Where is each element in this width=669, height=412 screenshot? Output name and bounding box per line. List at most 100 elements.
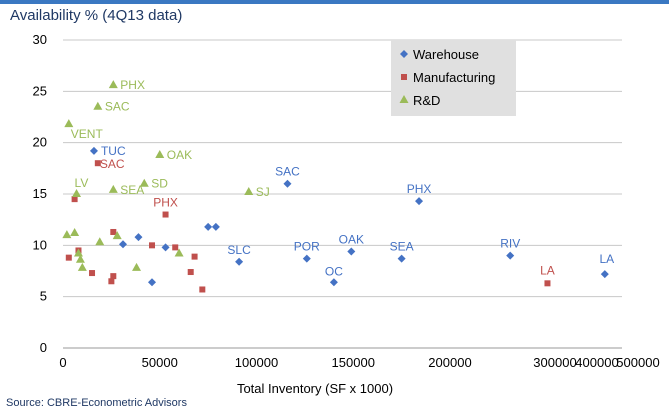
header-rule xyxy=(0,0,669,4)
warehouse-point xyxy=(89,146,98,155)
legend-manufacturing-marker xyxy=(401,74,407,80)
y-tick-label: 10 xyxy=(33,237,47,252)
manufacturing-point xyxy=(110,228,117,235)
point-labels: TUC SLC SAC POR OC OAK SEA PHX RIV LA SAC PHX LA VENT… xyxy=(71,78,614,278)
warehouse-point xyxy=(302,254,311,263)
y-tick-label: 15 xyxy=(33,186,47,201)
rnd-point xyxy=(132,262,142,271)
warehouse-point xyxy=(600,270,609,279)
point-label: SD xyxy=(151,177,168,191)
warehouse-point xyxy=(415,197,424,206)
manufacturing-point xyxy=(94,160,101,167)
manufacturing-point xyxy=(187,269,194,276)
point-label: VENT xyxy=(71,127,104,141)
x-tick-label: 500000 xyxy=(616,355,659,370)
point-label: PHX xyxy=(407,182,432,196)
manufacturing-point xyxy=(149,242,156,249)
rnd-point xyxy=(139,178,149,187)
x-tick-label: 100000 xyxy=(235,355,278,370)
legend-label: Warehouse xyxy=(413,47,479,62)
warehouse-point xyxy=(118,240,127,249)
point-label: LV xyxy=(75,176,89,190)
x-tick-label: 300000 xyxy=(533,355,576,370)
chart-title: Availability % (4Q13 data) xyxy=(10,7,183,24)
rnd-point xyxy=(95,237,105,246)
point-label: SEA xyxy=(120,183,144,197)
point-label: SEA xyxy=(390,240,414,254)
warehouse-point xyxy=(397,254,406,263)
manufacturing-point xyxy=(172,244,179,251)
point-label: RIV xyxy=(500,237,520,251)
legend-label: Manufacturing xyxy=(413,70,495,85)
y-axis-ticks: 0 5 10 15 20 25 30 xyxy=(33,32,47,355)
point-label: OAK xyxy=(339,232,364,246)
rnd-point xyxy=(75,254,85,263)
rnd-point xyxy=(64,119,74,128)
rnd-point xyxy=(62,230,72,239)
warehouse-point xyxy=(283,179,292,188)
point-label: LA xyxy=(540,263,555,277)
warehouse-point xyxy=(134,233,143,242)
warehouse-point xyxy=(235,257,244,266)
rnd-point xyxy=(108,80,118,89)
legend-label: R&D xyxy=(413,93,440,108)
warehouse-point xyxy=(506,251,515,260)
y-tick-label: 5 xyxy=(40,289,47,304)
warehouse-point xyxy=(347,247,356,256)
point-label: PHX xyxy=(120,78,145,92)
warehouse-point xyxy=(161,243,170,252)
warehouse-point xyxy=(204,222,213,231)
data-points xyxy=(62,80,609,293)
point-label: SAC xyxy=(105,100,130,114)
manufacturing-point xyxy=(191,253,198,260)
point-label: OC xyxy=(325,264,343,278)
manufacturing-point xyxy=(65,254,72,261)
legend-warehouse-marker xyxy=(400,50,408,58)
x-tick-label: 50000 xyxy=(142,355,178,370)
source-note: Source: CBRE-Econometric Advisors xyxy=(6,397,187,409)
warehouse-point xyxy=(329,278,338,287)
legend-rnd-marker xyxy=(399,95,409,103)
point-label: SJ xyxy=(256,185,270,199)
point-label: TUC xyxy=(101,144,126,158)
y-tick-label: 0 xyxy=(40,340,47,355)
legend: Warehouse Manufacturing R&D xyxy=(391,40,516,116)
x-axis-label: Total Inventory (SF x 1000) xyxy=(237,381,393,396)
point-label: POR xyxy=(294,240,320,254)
manufacturing-point xyxy=(199,286,206,293)
manufacturing-point xyxy=(110,273,117,280)
point-label: OAK xyxy=(167,148,192,162)
rnd-point xyxy=(108,184,118,193)
gridlines xyxy=(63,39,622,298)
rnd-point xyxy=(174,248,184,257)
y-tick-label: 25 xyxy=(33,83,47,98)
manufacturing-point xyxy=(108,278,115,285)
x-axis-ticks: 0 50000 100000 150000 200000 3000004000005000… xyxy=(59,355,659,370)
x-tick-label: 200000 xyxy=(428,355,471,370)
rnd-point xyxy=(93,101,103,110)
warehouse-point xyxy=(148,278,157,287)
x-tick-label: 150000 xyxy=(332,355,375,370)
rnd-point xyxy=(73,248,83,257)
y-tick-label: 30 xyxy=(33,32,47,47)
manufacturing-point xyxy=(544,280,551,287)
x-tick-label: 0 xyxy=(59,355,66,370)
rnd-point xyxy=(244,186,254,195)
rnd-point xyxy=(72,189,82,197)
point-label: SAC xyxy=(275,165,300,179)
rnd-point xyxy=(112,231,122,240)
point-label: SLC xyxy=(227,243,251,257)
manufacturing-point xyxy=(71,196,78,203)
x-tick-label: 400000 xyxy=(575,355,618,370)
point-label: SAC xyxy=(100,157,125,171)
manufacturing-point xyxy=(89,270,96,277)
point-label: LA xyxy=(599,252,614,266)
rnd-point xyxy=(155,149,165,158)
manufacturing-point xyxy=(162,211,169,218)
point-label: PHX xyxy=(153,196,178,210)
rnd-point xyxy=(70,228,80,237)
warehouse-point xyxy=(211,222,220,231)
legend-box xyxy=(391,40,516,116)
y-tick-label: 20 xyxy=(33,135,47,150)
